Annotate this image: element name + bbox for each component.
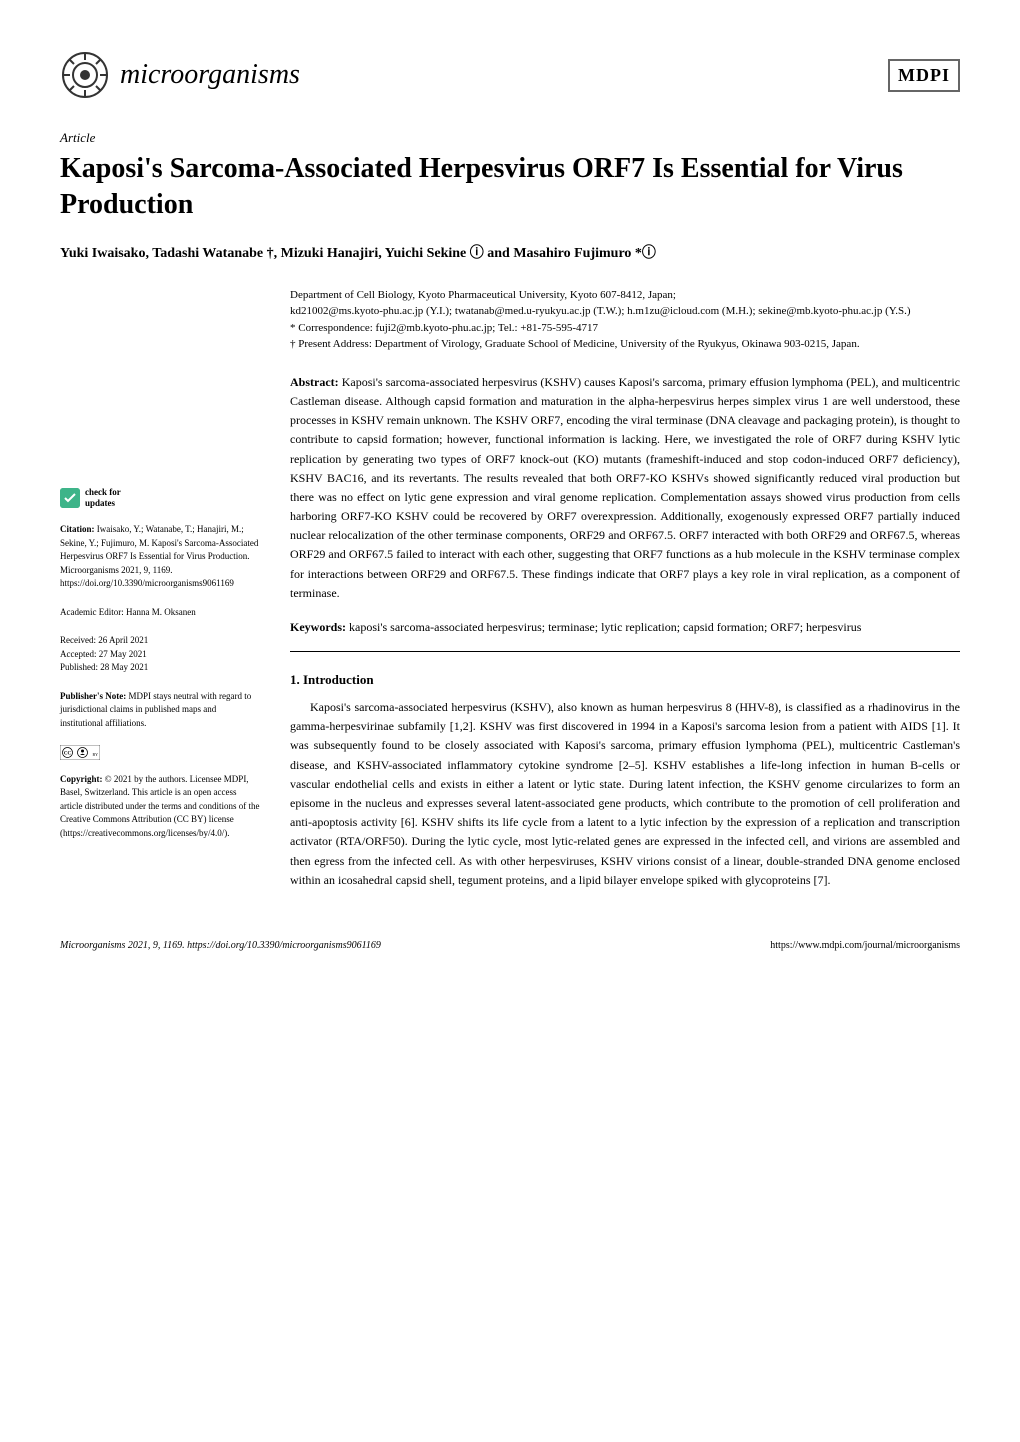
abstract-label: Abstract: (290, 375, 339, 389)
publisher-note-label: Publisher's Note: (60, 691, 126, 701)
published-date: Published: 28 May 2021 (60, 661, 260, 675)
editor-label: Academic Editor: (60, 607, 124, 617)
main-column: Department of Cell Biology, Kyoto Pharma… (290, 287, 960, 890)
cc-license-icon: CC BY (60, 745, 100, 760)
footer: Microorganisms 2021, 9, 1169. https://do… (60, 930, 960, 951)
publisher-note: Publisher's Note: MDPI stays neutral wit… (60, 690, 260, 731)
keywords-label: Keywords: (290, 620, 346, 634)
affiliation-dept: Department of Cell Biology, Kyoto Pharma… (290, 287, 960, 304)
affiliation: Department of Cell Biology, Kyoto Pharma… (290, 287, 960, 353)
keywords: Keywords: kaposi's sarcoma-associated he… (290, 618, 960, 636)
journal-logo-icon (60, 50, 110, 100)
check-updates-icon (60, 488, 80, 508)
header: microorganisms MDPI (60, 50, 960, 100)
citation: Citation: Iwaisako, Y.; Watanabe, T.; Ha… (60, 523, 260, 591)
copyright-label: Copyright: (60, 774, 103, 784)
keywords-text: kaposi's sarcoma-associated herpesvirus;… (349, 620, 861, 634)
footer-right: https://www.mdpi.com/journal/microorgani… (770, 940, 960, 951)
received-date: Received: 26 April 2021 (60, 634, 260, 648)
publisher-logo: MDPI (888, 59, 960, 92)
editor-name: Hanna M. Oksanen (126, 607, 196, 617)
sidebar: check forupdates Citation: Iwaisako, Y.;… (60, 287, 260, 890)
accepted-date: Accepted: 27 May 2021 (60, 648, 260, 662)
journal-name: microorganisms (120, 59, 300, 91)
affiliation-correspondence: * Correspondence: fuji2@mb.kyoto-phu.ac.… (290, 320, 960, 337)
introduction-heading: 1. Introduction (290, 672, 960, 688)
dates-block: Received: 26 April 2021 Accepted: 27 May… (60, 634, 260, 675)
introduction-text: Kaposi's sarcoma-associated herpesvirus … (290, 698, 960, 890)
svg-text:BY: BY (93, 752, 99, 757)
citation-label: Citation: (60, 524, 95, 534)
journal-logo-group: microorganisms (60, 50, 300, 100)
main-content: check forupdates Citation: Iwaisako, Y.;… (60, 287, 960, 890)
abstract: Abstract: Kaposi's sarcoma-associated he… (290, 373, 960, 603)
section-divider (290, 651, 960, 652)
footer-left: Microorganisms 2021, 9, 1169. https://do… (60, 940, 381, 951)
affiliation-present: † Present Address: Department of Virolog… (290, 336, 960, 353)
authors-text: Yuki Iwaisako, Tadashi Watanabe †, Mizuk… (60, 246, 656, 261)
abstract-text: Kaposi's sarcoma-associated herpesvirus … (290, 375, 960, 600)
article-type: Article (60, 130, 960, 146)
article-title: Kaposi's Sarcoma-Associated Herpesvirus … (60, 151, 960, 224)
editor-block: Academic Editor: Hanna M. Oksanen (60, 606, 260, 620)
check-updates[interactable]: check forupdates (60, 487, 260, 509)
copyright: Copyright: © 2021 by the authors. Licens… (60, 773, 260, 841)
svg-text:CC: CC (64, 752, 72, 757)
affiliation-emails: kd21002@ms.kyoto-phu.ac.jp (Y.I.); twata… (290, 303, 960, 320)
authors: Yuki Iwaisako, Tadashi Watanabe †, Mizuk… (60, 242, 960, 262)
check-updates-text: check forupdates (85, 487, 121, 509)
